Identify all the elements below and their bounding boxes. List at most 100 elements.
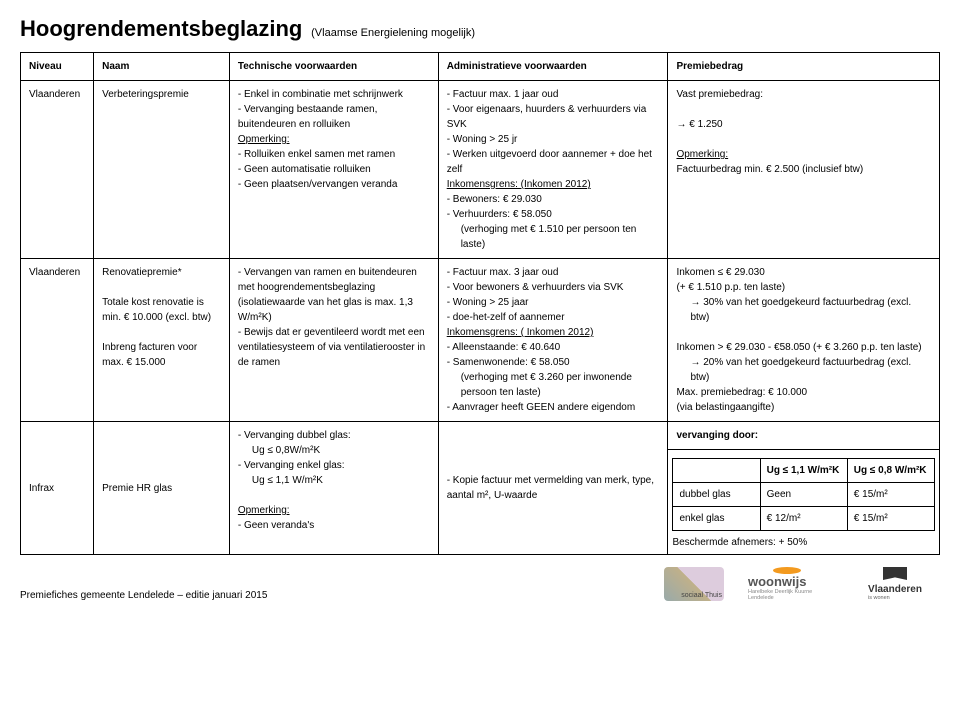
premie-table: Niveau Naam Technische voorwaarden Admin… [20, 52, 940, 555]
vlaanderen-text-block: Vlaanderen is wonen [868, 584, 922, 601]
sub-h-c1: Ug ≤ 1,1 W/m²K [760, 459, 847, 483]
admin-ink-label: Inkomensgrens: (Inkomen 2012) [447, 177, 660, 192]
premie-line: (+ € 1.510 p.p. ten laste) [676, 280, 931, 295]
cell-tech: - Vervangen van ramen en buitendeuren me… [229, 259, 438, 422]
tech-line: - Rolluiken enkel samen met ramen [238, 147, 430, 162]
tech-opm-label: Opmerking: [238, 503, 430, 518]
sub-row: dubbel glas Geen € 15/m² [673, 483, 935, 507]
cell-niveau: Vlaanderen [21, 81, 94, 259]
sub-cell: € 15/m² [847, 483, 934, 507]
sub-h-empty [673, 459, 760, 483]
cell-tech: - Enkel in combinatie met schrijnwerk - … [229, 81, 438, 259]
cell-admin: - Kopie factuur met vermelding van merk,… [438, 422, 668, 555]
table-row: Infrax Premie HR glas - Vervanging dubbe… [21, 422, 940, 450]
premie-line: Inkomen > € 29.030 - €58.050 (+ € 3.260 … [676, 340, 931, 355]
admin-line: - Verhuurders: € 58.050 [447, 207, 660, 222]
premie-line: Vast premiebedrag: [676, 87, 931, 102]
sub-cell: € 15/m² [847, 507, 934, 531]
cell-premie: Ug ≤ 1,1 W/m²K Ug ≤ 0,8 W/m²K dubbel gla… [668, 450, 940, 555]
col-niveau: Niveau [21, 53, 94, 81]
tech-opm-label: Opmerking: [238, 132, 430, 147]
admin-line: (verhoging met € 3.260 per inwonende per… [447, 370, 660, 400]
tech-line: - Enkel in combinatie met schrijnwerk [238, 87, 430, 102]
col-tech: Technische voorwaarden [229, 53, 438, 81]
admin-ink-label: Inkomensgrens: ( Inkomen 2012) [447, 325, 660, 340]
sociaal-thuis-icon [664, 567, 724, 601]
tech-line: - Bewijs dat er geventileerd wordt met e… [238, 325, 430, 370]
admin-line: - Voor bewoners & verhuurders via SVK [447, 280, 660, 295]
col-naam: Naam [94, 53, 230, 81]
cell-niveau: Infrax [21, 422, 94, 555]
tech-line: - Geen plaatsen/vervangen veranda [238, 177, 430, 192]
logo-woonwijs: woonwijs Harelbeke Deerlijk Kuurne Lende… [742, 567, 832, 601]
tech-line: - Vervanging bestaande ramen, buitendeur… [238, 102, 430, 132]
admin-line: - Woning > 25 jaar [447, 295, 660, 310]
logo-block: woonwijs Harelbeke Deerlijk Kuurne Lende… [664, 567, 940, 601]
sub-cell: € 12/m² [760, 507, 847, 531]
cell-niveau: Vlaanderen [21, 259, 94, 422]
premie-line: Factuurbedrag min. € 2.500 (inclusief bt… [676, 162, 931, 177]
tech-line: - Vervanging enkel glas: [238, 458, 430, 473]
sub-header-row: Ug ≤ 1,1 W/m²K Ug ≤ 0,8 W/m²K [673, 459, 935, 483]
admin-line: - Kopie factuur met vermelding van merk,… [447, 473, 660, 503]
table-row: Vlaanderen Verbeteringspremie - Enkel in… [21, 81, 940, 259]
premie-besch: Beschermde afnemers: + 50% [672, 535, 935, 550]
woonwijs-label: woonwijs [748, 574, 832, 589]
woonwijs-icon [773, 567, 801, 574]
cell-premie: Inkomen ≤ € 29.030 (+ € 1.510 p.p. ten l… [668, 259, 940, 422]
naam-line: Totale kost renovatie is min. € 10.000 (… [102, 295, 221, 325]
admin-line: - Bewoners: € 29.030 [447, 192, 660, 207]
admin-line: (verhoging met € 1.510 per persoon ten l… [447, 222, 660, 252]
cell-naam: Verbeteringspremie [94, 81, 230, 259]
premie-line: (via belastingaangifte) [676, 400, 931, 415]
cell-admin: - Factuur max. 1 jaar oud - Voor eigenaa… [438, 81, 668, 259]
vlaanderen-icon [883, 567, 907, 580]
col-admin: Administratieve voorwaarden [438, 53, 668, 81]
naam-line: Renovatiepremie* [102, 265, 221, 280]
sub-cell: Geen [760, 483, 847, 507]
admin-line: - Voor eigenaars, huurders & verhuurders… [447, 102, 660, 132]
vlaanderen-sub: is wonen [868, 595, 922, 601]
premie-line: → 30% van het goedgekeurd factuurbedrag … [676, 295, 931, 325]
naam-line: Inbreng facturen voor max. € 15.000 [102, 340, 221, 370]
cell-tech: - Vervanging dubbel glas: Ug ≤ 0,8W/m²K … [229, 422, 438, 555]
premie-line: → € 1.250 [676, 117, 931, 132]
table-header-row: Niveau Naam Technische voorwaarden Admin… [21, 53, 940, 81]
tech-line: - Geen automatisatie rolluiken [238, 162, 430, 177]
cell-premie-header: vervanging door: [668, 422, 940, 450]
admin-line: - Alleenstaande: € 40.640 [447, 340, 660, 355]
sub-row: enkel glas € 12/m² € 15/m² [673, 507, 935, 531]
premie-opm-label: Opmerking: [676, 147, 931, 162]
page-title: Hoogrendementsbeglazing [20, 16, 302, 41]
sub-cell: enkel glas [673, 507, 760, 531]
premie-line: Inkomen ≤ € 29.030 [676, 265, 931, 280]
admin-line: - Aanvrager heeft GEEN andere eigendom [447, 400, 660, 415]
tech-line: Ug ≤ 1,1 W/m²K [238, 473, 430, 488]
admin-line: - Factuur max. 1 jaar oud [447, 87, 660, 102]
admin-line: - Samenwonende: € 58.050 [447, 355, 660, 370]
tech-line: - Vervanging dubbel glas: [238, 428, 430, 443]
tech-line: - Geen veranda's [238, 518, 430, 533]
sub-h-c2: Ug ≤ 0,8 W/m²K [847, 459, 934, 483]
title-row: Hoogrendementsbeglazing (Vlaamse Energie… [20, 16, 940, 42]
logo-vlaanderen: Vlaanderen is wonen [850, 567, 940, 601]
admin-line: - Woning > 25 jr [447, 132, 660, 147]
page-subtitle: (Vlaamse Energielening mogelijk) [311, 27, 475, 39]
cell-admin: - Factuur max. 3 jaar oud - Voor bewoner… [438, 259, 668, 422]
col-premie: Premiebedrag [668, 53, 940, 81]
cell-naam: Premie HR glas [94, 422, 230, 555]
footer: Premiefiches gemeente Lendelede – editie… [20, 567, 940, 601]
premie-sub-table: Ug ≤ 1,1 W/m²K Ug ≤ 0,8 W/m²K dubbel gla… [672, 458, 935, 531]
table-row: Vlaanderen Renovatiepremie* Totale kost … [21, 259, 940, 422]
woonwijs-sub: Harelbeke Deerlijk Kuurne Lendelede [748, 589, 832, 601]
sub-cell: dubbel glas [673, 483, 760, 507]
vlaanderen-label: Vlaanderen [868, 584, 922, 595]
footer-text: Premiefiches gemeente Lendelede – editie… [20, 590, 652, 601]
logo-sociaal-thuis [664, 567, 724, 601]
admin-line: - doe-het-zelf of aannemer [447, 310, 660, 325]
admin-line: - Factuur max. 3 jaar oud [447, 265, 660, 280]
tech-line: - Vervangen van ramen en buitendeuren me… [238, 265, 430, 325]
tech-line: Ug ≤ 0,8W/m²K [238, 443, 430, 458]
premie-sub-header: vervanging door: [676, 430, 758, 441]
premie-line: Max. premiebedrag: € 10.000 [676, 385, 931, 400]
